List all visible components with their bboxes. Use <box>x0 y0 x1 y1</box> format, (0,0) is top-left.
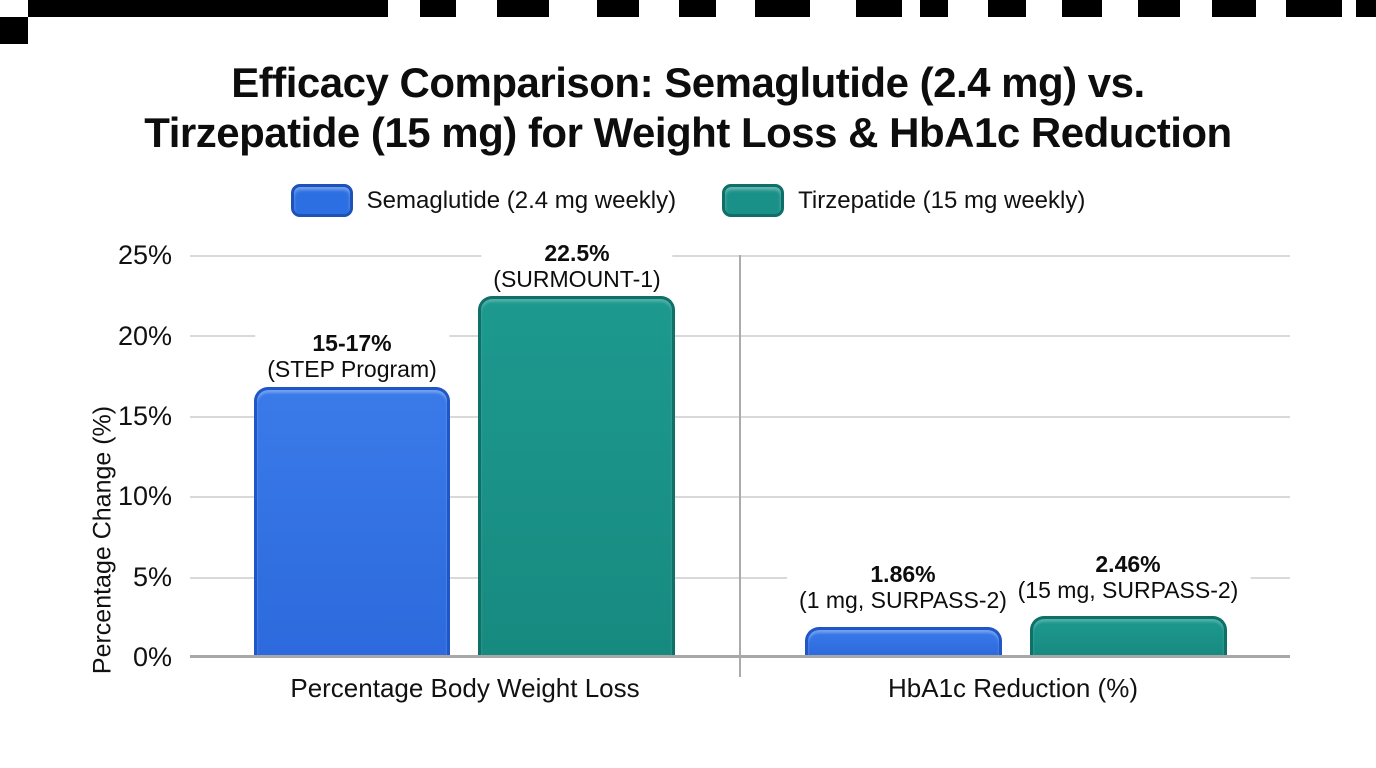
top-artifact-notch <box>0 17 28 44</box>
annotation-context: (1 mg, SURPASS-2) <box>799 587 1007 613</box>
ytick-10: 10% <box>117 481 172 511</box>
annotation-value: 1.86% <box>870 561 936 587</box>
category-label-hba1c: HbA1c Reduction (%) <box>888 673 1138 703</box>
annotation-context: (SURMOUNT-1) <box>493 266 661 292</box>
ytick-20: 20% <box>117 321 172 351</box>
legend: Semaglutide (2.4 mg weekly) Tirzepatide … <box>0 184 1376 217</box>
legend-item-semaglutide: Semaglutide (2.4 mg weekly) <box>290 184 677 217</box>
bar-tirzepatide-hba1c <box>1030 616 1227 656</box>
y-axis-title: Percentage Change (%) <box>88 405 117 675</box>
plot-area <box>190 255 1290 677</box>
annotation-context: (15 mg, SURPASS-2) <box>1017 577 1239 603</box>
category-divider-line <box>739 255 741 677</box>
ytick-5: 5% <box>132 562 172 592</box>
bar-tirzepatide-weight-loss <box>478 296 675 656</box>
legend-swatch-tirzepatide-icon <box>722 184 785 217</box>
annotation-value: 2.46% <box>1095 551 1161 577</box>
legend-label-tirzepatide: Tirzepatide (15 mg weekly) <box>798 186 1086 214</box>
annotation-semaglutide-hba1c: 1.86% (1 mg, SURPASS-2) <box>787 561 1019 613</box>
annotation-tirzepatide-hba1c: 2.46% (15 mg, SURPASS-2) <box>1005 551 1251 603</box>
ytick-25: 25% <box>117 240 172 270</box>
x-axis-baseline <box>190 655 1290 658</box>
ytick-0: 0% <box>132 642 172 672</box>
legend-label-semaglutide: Semaglutide (2.4 mg weekly) <box>366 186 677 214</box>
annotation-context: (STEP Program) <box>267 356 437 382</box>
legend-swatch-semaglutide-icon <box>290 184 353 217</box>
annotation-tirzepatide-weight-loss: 22.5% (SURMOUNT-1) <box>481 240 673 292</box>
bar-semaglutide-weight-loss <box>254 387 450 656</box>
chart-title-line2: Tirzepatide (15 mg) for Weight Loss & Hb… <box>144 109 1232 156</box>
chart-title: Efficacy Comparison: Semaglutide (2.4 mg… <box>0 58 1376 158</box>
annotation-value: 22.5% <box>544 240 610 266</box>
annotation-value: 15-17% <box>312 330 392 356</box>
bar-semaglutide-hba1c <box>805 627 1002 656</box>
ytick-15: 15% <box>117 401 172 431</box>
annotation-semaglutide-weight-loss: 15-17% (STEP Program) <box>255 330 449 382</box>
category-label-weight-loss: Percentage Body Weight Loss <box>290 673 640 703</box>
legend-item-tirzepatide: Tirzepatide (15 mg weekly) <box>722 184 1085 217</box>
chart-title-line1: Efficacy Comparison: Semaglutide (2.4 mg… <box>231 59 1145 106</box>
